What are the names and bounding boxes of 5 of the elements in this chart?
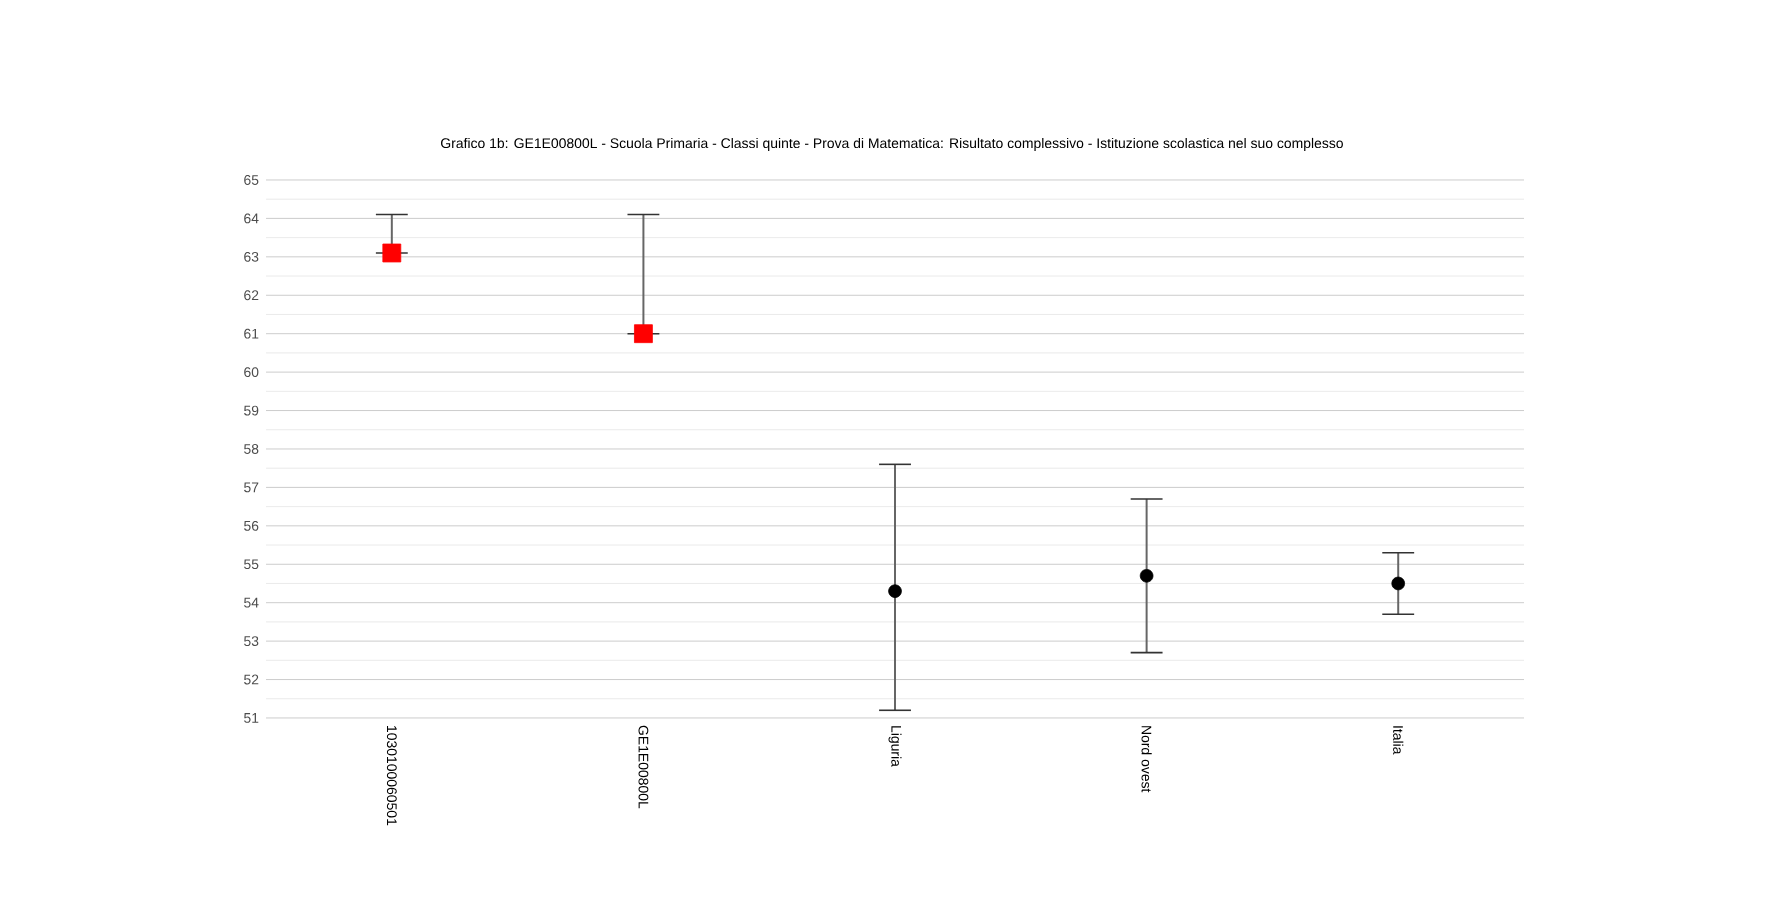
point bbox=[634, 324, 653, 344]
point bbox=[1391, 576, 1405, 591]
point bbox=[382, 243, 402, 263]
point bbox=[888, 584, 902, 598]
point bbox=[1139, 569, 1154, 583]
